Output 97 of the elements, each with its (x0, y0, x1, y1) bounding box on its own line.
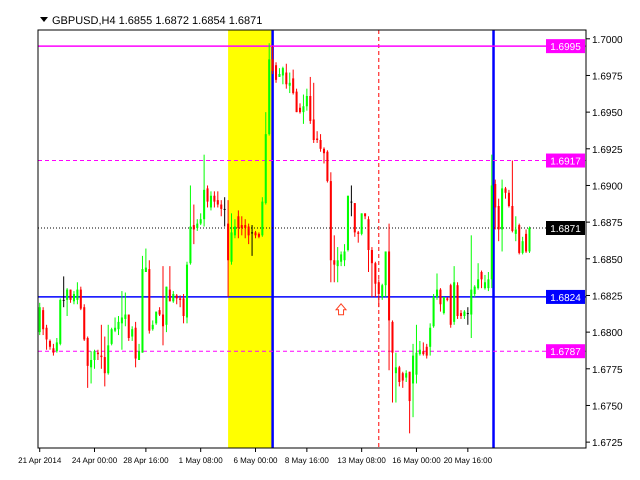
candlestick (415, 324, 418, 384)
y-tick-label: 1.6825 (592, 291, 624, 302)
y-tick-label: 1.6925 (592, 144, 624, 156)
candlestick (442, 296, 445, 316)
candlestick (240, 216, 243, 236)
chart-title: GBPUSD,H4 1.6855 1.6872 1.6854 1.6871 (52, 15, 262, 27)
candlestick (508, 189, 510, 208)
candlestick (522, 236, 524, 255)
candlestick (120, 290, 123, 350)
candlestick (117, 316, 120, 336)
x-tick-label: 1 May 08:00 (178, 456, 224, 465)
ref-line-label: 1.6787 (550, 347, 582, 358)
candlestick (525, 228, 528, 254)
candlestick (306, 88, 308, 112)
candlestick (210, 190, 212, 211)
y-tick-label: 1.7000 (592, 34, 624, 46)
x-tick-label: 28 Apr 16:00 (123, 456, 170, 465)
candlestick (370, 246, 373, 298)
candlestick (152, 320, 154, 332)
candlestick (360, 212, 363, 236)
candlestick (192, 204, 195, 245)
candlestick (176, 294, 178, 305)
candlestick (248, 223, 250, 245)
candlestick (394, 352, 397, 404)
candlestick (484, 274, 486, 290)
candlestick (62, 276, 65, 308)
y-tick-label: 1.6850 (592, 254, 624, 266)
ref-line-label: 1.6824 (550, 292, 582, 304)
candlestick (381, 283, 384, 300)
candlestick (96, 349, 99, 360)
candlestick (213, 190, 216, 208)
candlestick (104, 336, 106, 387)
candlestick (237, 210, 240, 239)
candlestick (336, 246, 339, 283)
candlestick (275, 62, 278, 84)
x-tick-label: 20 May 16:00 (444, 456, 493, 465)
candlestick (374, 261, 376, 298)
candlestick (244, 218, 246, 239)
candlestick (128, 314, 130, 342)
ref-line-label: 1.6871 (550, 224, 582, 235)
candlestick (398, 365, 400, 387)
x-tick-label: 13 May 08:00 (337, 456, 386, 465)
y-tick-label: 1.6750 (592, 401, 624, 412)
candlestick (320, 134, 322, 152)
candlestick (350, 184, 352, 217)
candlestick (340, 250, 342, 267)
candlestick (302, 94, 304, 124)
y-tick-label: 1.6975 (592, 71, 624, 82)
y-tick-label: 1.6725 (592, 438, 624, 450)
candlestick (439, 288, 442, 312)
candlestick (422, 342, 424, 356)
candlestick (504, 186, 507, 200)
y-tick-label: 1.6950 (592, 108, 624, 120)
candlestick (93, 349, 96, 370)
y-tick-label: 1.6900 (592, 181, 624, 192)
candlestick (48, 338, 52, 350)
candlestick (206, 184, 209, 208)
candlestick (426, 343, 428, 360)
candlestick (131, 326, 134, 342)
x-tick-label: 16 May 00:00 (392, 456, 442, 465)
candlestick (168, 266, 171, 302)
candlestick (100, 324, 102, 370)
candlestick (288, 72, 291, 94)
candlestick (436, 272, 438, 300)
candlestick (514, 216, 517, 242)
candlestick (76, 282, 78, 305)
candlestick (528, 226, 531, 254)
x-tick-label: 8 May 16:00 (284, 456, 330, 465)
candlestick (110, 327, 113, 346)
candlestick (344, 244, 346, 267)
candlestick (70, 289, 72, 304)
candlestick (124, 292, 126, 327)
candlestick (487, 272, 490, 292)
y-tick-label: 1.6775 (592, 364, 624, 376)
candlestick (72, 290, 75, 305)
candlestick (480, 270, 483, 289)
candlestick (162, 266, 164, 346)
y-tick-label: 1.6875 (592, 218, 624, 230)
candlestick (172, 290, 174, 304)
x-tick-label: 24 Apr 00:00 (72, 456, 118, 465)
x-tick-label: 6 May 00:00 (233, 456, 278, 465)
candlestick (155, 311, 158, 326)
candlestick (402, 371, 404, 388)
candlestick (42, 306, 44, 336)
ref-line-label: 1.6917 (550, 156, 582, 168)
y-tick-label: 1.6800 (592, 328, 624, 340)
ref-line-label: 1.6995 (550, 42, 582, 54)
candlestick (182, 294, 185, 324)
candlestick (66, 288, 68, 316)
candlestick (405, 370, 408, 382)
candlestick (90, 350, 92, 384)
candlestick (282, 66, 284, 85)
candlestick (285, 63, 288, 90)
candlestick (466, 306, 469, 326)
candlestick (429, 322, 432, 356)
x-tick-label: 21 Apr 2014 (18, 456, 62, 465)
candlestick (477, 262, 480, 290)
